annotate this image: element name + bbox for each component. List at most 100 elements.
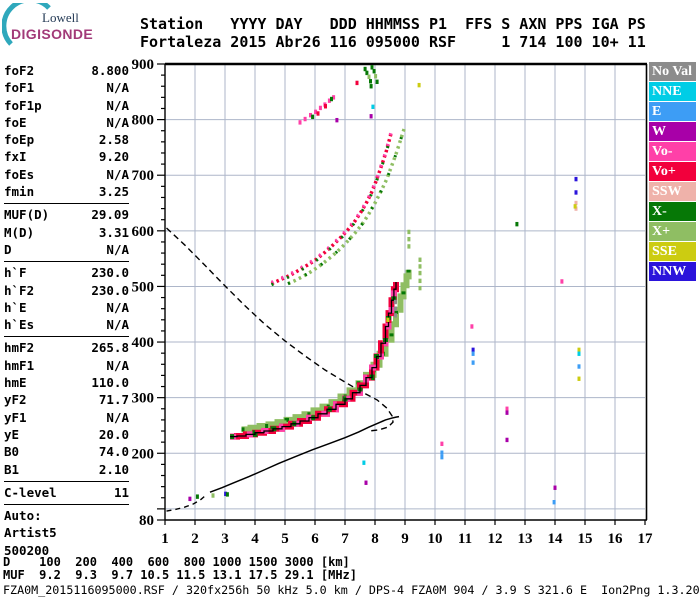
param-label: foE [4, 114, 27, 130]
param-value: 230.0 [91, 282, 129, 298]
param-row: h`F2 230.0 [4, 282, 129, 299]
svg-text:600: 600 [132, 224, 155, 240]
param-label: h`E [4, 299, 27, 315]
svg-text:17: 17 [638, 531, 654, 547]
param-value: 110.0 [91, 375, 129, 391]
legend-item-x-: X+ [649, 222, 696, 241]
digisonde-logo: Lowell DIGISONDE [2, 3, 122, 51]
param-label: D [4, 241, 12, 257]
param-row: B0 74.0 [4, 443, 129, 460]
legend-item-nnw: NNW [649, 262, 696, 281]
svg-text:2: 2 [191, 531, 199, 547]
param-row: MUF(D) 29.09 [4, 206, 129, 223]
param-row: foEs N/A [4, 166, 129, 183]
param-label: foF1 [4, 80, 35, 96]
param-label: C-level [4, 484, 57, 500]
param-value: 29.09 [91, 207, 129, 223]
param-value: N/A [106, 80, 129, 96]
svg-text:7: 7 [341, 531, 349, 547]
param-value: N/A [106, 114, 129, 130]
legend-item-x-: X- [649, 202, 696, 221]
svg-text:500: 500 [132, 279, 155, 295]
param-row: fxI 9.20 [4, 148, 129, 165]
param-value: N/A [106, 97, 129, 113]
velocity-direction-legend: No Val NNE E W Vo- Vo+ SSW X- X+ SSE NNW [649, 62, 696, 282]
param-row: h`E N/A [4, 299, 129, 316]
param-label: foF2 [4, 63, 35, 78]
svg-text:1: 1 [161, 531, 169, 547]
param-row: foF2 8.800 [4, 62, 129, 79]
param-label: B1 [4, 461, 20, 477]
params-panel: foF2 8.800 foF1 N/A foF1p N/A foE N/A foEp 2.58 fx… [4, 62, 129, 559]
svg-text:14: 14 [548, 531, 564, 547]
autoscaling-info: Auto: [4, 508, 42, 524]
param-value: 20.0 [98, 426, 129, 442]
legend-item-nne: NNE [649, 82, 696, 101]
param-label: hmF1 [4, 357, 35, 373]
param-value: N/A [106, 409, 129, 425]
param-row: C-level 11 [4, 484, 129, 501]
param-value: N/A [106, 357, 129, 373]
param-row: foF1p N/A [4, 97, 129, 114]
series-second-hop-omode-pink [270, 130, 394, 285]
legend-item-vo-: Vo+ [649, 162, 696, 181]
svg-text:9: 9 [401, 531, 409, 547]
separator-line [4, 336, 129, 338]
x-axis-labels: 1 2 3 4 5 6 7 8 9 10 11 12 13 14 15 16 17 [161, 531, 653, 547]
separator-line [4, 504, 129, 506]
svg-text:700: 700 [132, 168, 155, 184]
muf-row: MUF 9.2 9.3 9.7 10.5 11.5 13.1 17.5 29.1… [3, 568, 358, 582]
svg-text:900: 900 [132, 57, 155, 73]
legend-item-ssw: SSW [649, 182, 696, 201]
param-value: 230.0 [91, 265, 129, 281]
param-value: 3.25 [98, 184, 129, 200]
param-label: h`Es [4, 317, 35, 333]
svg-text:80: 80 [139, 513, 154, 529]
svg-text:800: 800 [132, 113, 155, 129]
logo-text-lowell: Lowell [42, 10, 79, 25]
y-axis-labels: 900 800 700 600 500 400 300 200 80 [132, 57, 155, 529]
param-row: foEp 2.58 [4, 131, 129, 148]
series-second-hop-xmode [287, 125, 407, 286]
svg-text:400: 400 [132, 335, 155, 351]
separator-line [4, 261, 129, 263]
param-value: N/A [106, 166, 129, 182]
logo-text-digisonde: DIGISONDE [11, 26, 94, 42]
series-muf-transmission-curve [166, 227, 394, 432]
svg-text:11: 11 [458, 531, 472, 547]
legend-item-w: W [649, 122, 696, 141]
svg-text:16: 16 [608, 531, 624, 547]
param-row: B1 2.10 [4, 461, 129, 478]
param-label: h`F2 [4, 282, 35, 298]
param-value: 2.10 [98, 461, 129, 477]
autoscaling-info: Artist5 [4, 525, 57, 541]
svg-text:13: 13 [518, 531, 533, 547]
param-value: N/A [106, 317, 129, 333]
param-value: 8.800 [91, 63, 129, 78]
param-value: 74.0 [98, 444, 129, 460]
series-second-hop-xmode-dark [287, 125, 407, 286]
sporadic-echo-dots [188, 65, 581, 505]
svg-text:5: 5 [281, 531, 289, 547]
param-value: N/A [106, 241, 129, 257]
autoscaling-info: 500200 [4, 542, 50, 558]
param-row: hmE 110.0 [4, 374, 129, 391]
svg-text:12: 12 [488, 531, 503, 547]
header-values-line: Fortaleza 2015 Abr26 116 095000 RSF 1 71… [140, 33, 646, 51]
param-label: h`F [4, 265, 27, 281]
param-row: yF2 71.7 [4, 391, 129, 408]
param-row: hmF2 265.8 [4, 339, 129, 356]
param-label: foEs [4, 166, 35, 182]
legend-item-vo-: Vo- [649, 142, 696, 161]
param-label: B0 [4, 444, 20, 460]
param-row: h`F 230.0 [4, 264, 129, 281]
echo-traces [166, 65, 581, 512]
legend-item-sse: SSE [649, 242, 696, 261]
param-value: 9.20 [98, 149, 129, 165]
separator-line [4, 480, 129, 482]
separator-line [4, 203, 129, 205]
header-columns-line: Station YYYY DAY DDD HHMMSS P1 FFS S AXN… [140, 15, 646, 33]
svg-text:4: 4 [251, 531, 259, 547]
